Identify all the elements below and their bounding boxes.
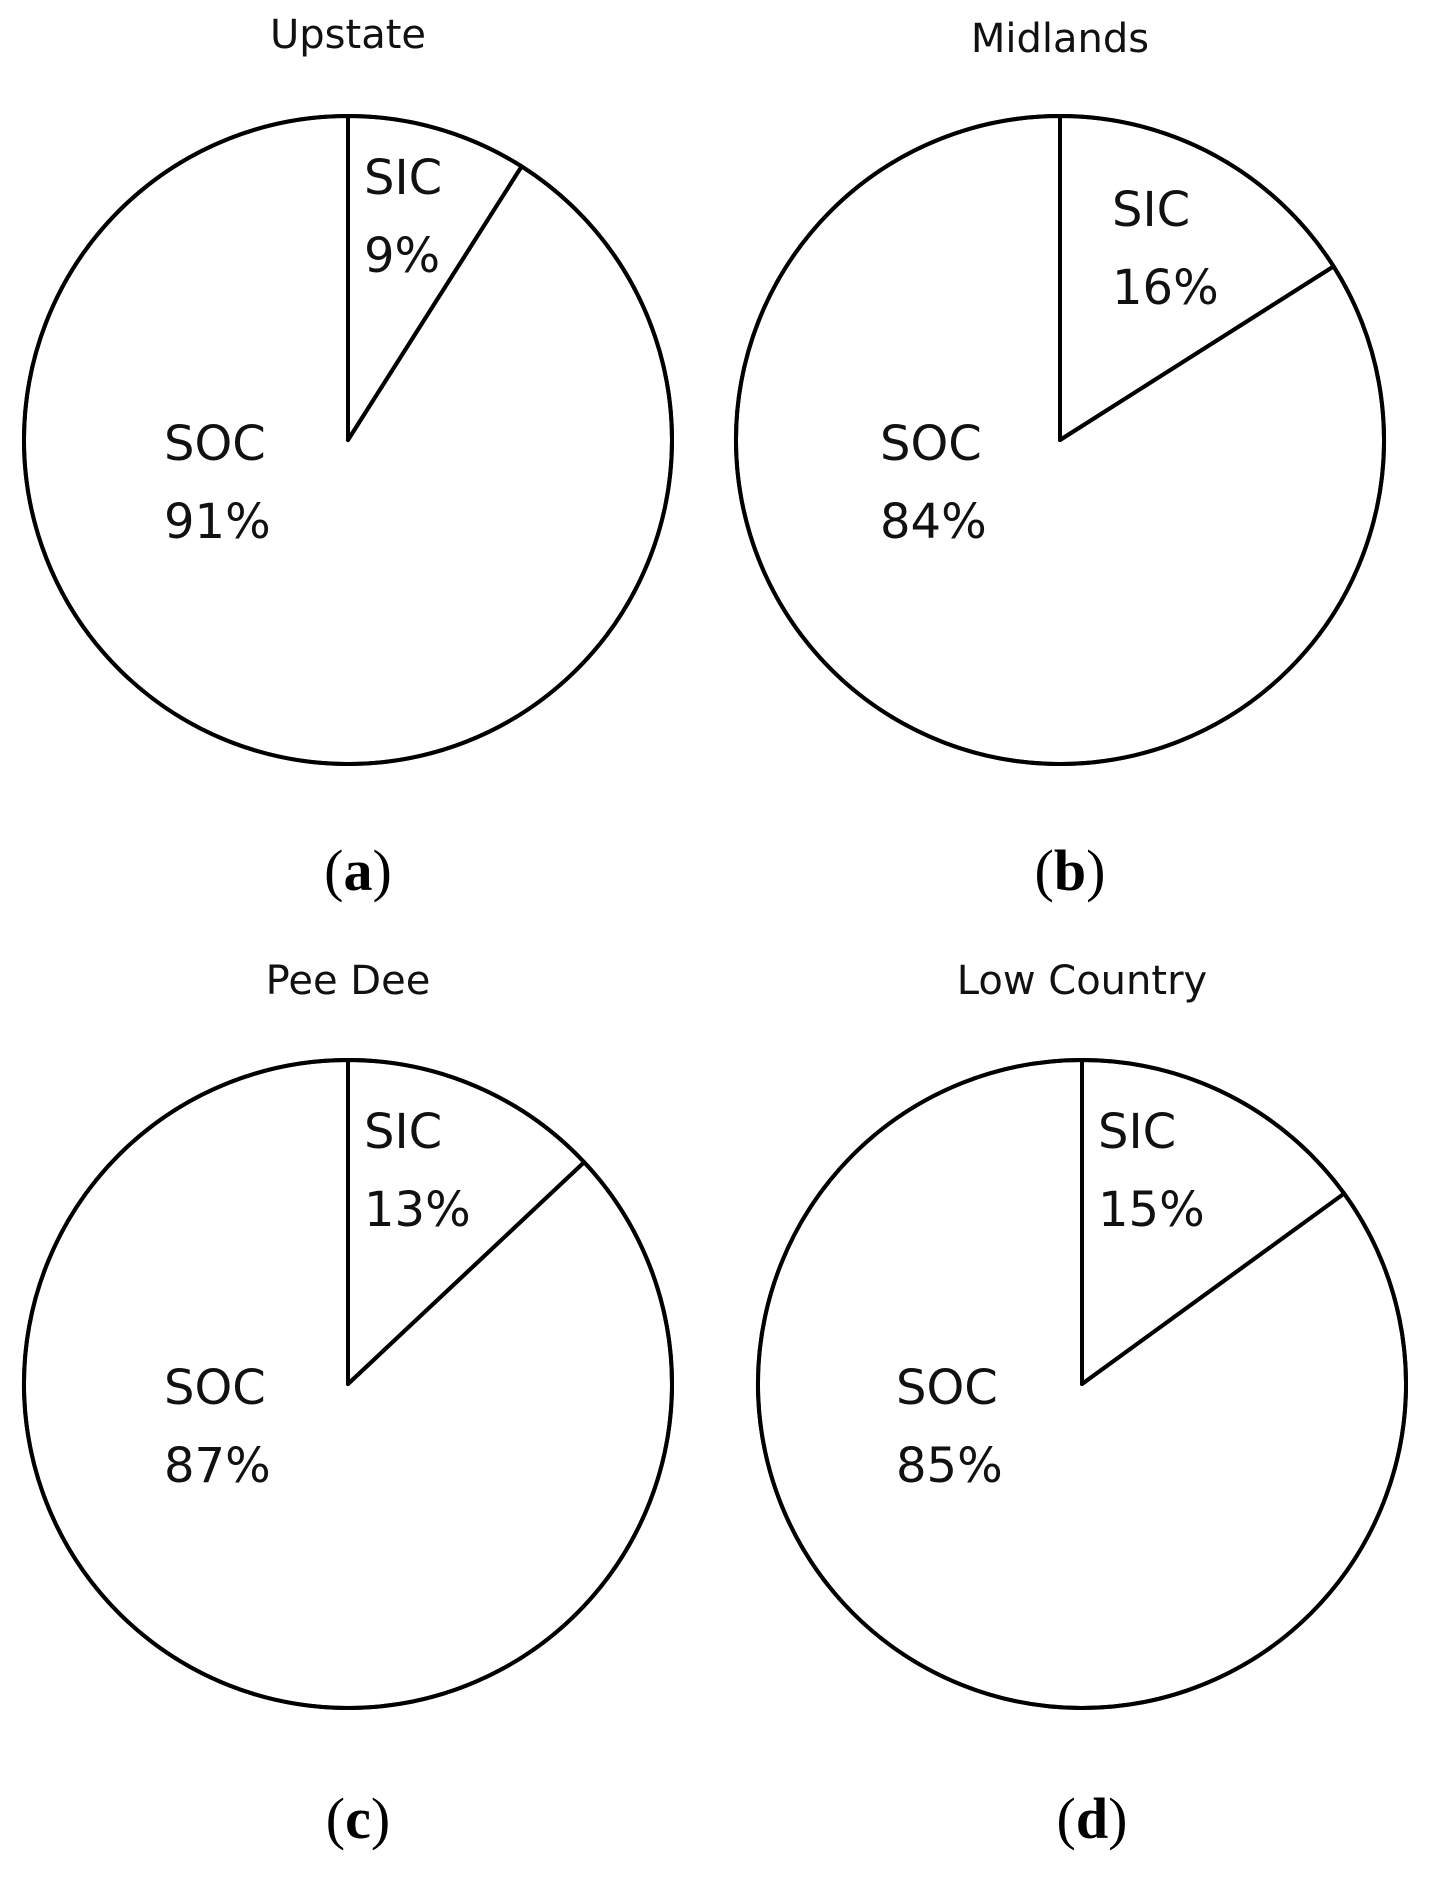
pie-slice-sic — [346, 1058, 587, 1386]
pie-slice-soc — [756, 1058, 1408, 1710]
panel-letter: b — [1054, 838, 1086, 903]
slice-label-value: 91% — [164, 494, 271, 550]
slice-label-name: SIC — [364, 1104, 442, 1160]
pie-slice-sic — [1080, 1058, 1347, 1386]
chart-title: Upstate — [270, 12, 426, 58]
slice-label-value: 16% — [1112, 260, 1219, 316]
panel-letter: c — [345, 1786, 371, 1851]
pie-chart-a: Upstate SIC 9% SOC 91% (a) — [22, 12, 674, 903]
slice-label-value: 85% — [896, 1438, 1003, 1494]
chart-title: Low Country — [957, 958, 1207, 1004]
panel-letter: d — [1076, 1786, 1108, 1851]
slice-label-name: SOC — [164, 1360, 266, 1416]
slice-label-value: 15% — [1098, 1182, 1205, 1238]
panel-label: (d) — [1057, 1786, 1128, 1851]
pie-slice-sic — [1058, 114, 1336, 442]
slice-label-name: SOC — [896, 1360, 998, 1416]
slice-label-name: SIC — [1112, 182, 1190, 238]
pie-chart-c: Pee Dee SIC 13% SOC 87% (c) — [22, 958, 674, 1851]
panel-label: (c) — [326, 1786, 390, 1851]
slice-label-value: 87% — [164, 1438, 271, 1494]
slice-label-value: 9% — [364, 228, 440, 284]
slice-label-name: SIC — [364, 150, 442, 206]
panel-label: (b) — [1035, 838, 1106, 903]
slice-label-name: SIC — [1098, 1104, 1176, 1160]
panel-letter: a — [344, 838, 373, 903]
slice-label-value: 84% — [880, 494, 987, 550]
pie-slice-soc — [22, 114, 674, 766]
slice-label-name: SOC — [164, 416, 266, 472]
slice-label-value: 13% — [364, 1182, 471, 1238]
pie-slice-sic — [346, 114, 524, 442]
pie-chart-d: Low Country SIC 15% SOC 85% (d) — [756, 958, 1408, 1851]
pie-slice-soc — [734, 114, 1386, 766]
chart-title: Midlands — [971, 16, 1149, 62]
chart-title: Pee Dee — [266, 958, 431, 1004]
pie-slice-soc — [22, 1058, 674, 1710]
slice-label-name: SOC — [880, 416, 982, 472]
pie-chart-b: Midlands SIC 16% SOC 84% (b) — [734, 16, 1386, 903]
panel-label: (a) — [324, 838, 392, 903]
